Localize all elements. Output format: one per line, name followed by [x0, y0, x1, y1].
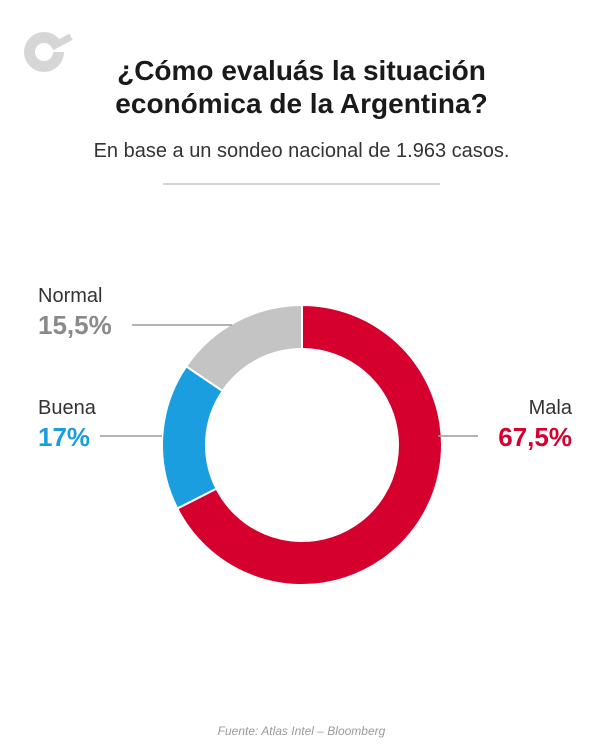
slice-mala	[175, 303, 443, 586]
divider	[163, 183, 440, 185]
label-value-normal: 15,5%	[38, 310, 112, 340]
slice-buena	[161, 364, 224, 510]
label-value-mala: 67,5%	[498, 422, 572, 452]
source-note: Fuente: Atlas Intel – Bloomberg	[217, 724, 386, 738]
slice-normal	[184, 303, 303, 393]
chart-title-line-2: económica de la Argentina?	[115, 88, 488, 119]
label-name-normal: Normal	[38, 285, 102, 307]
label-name-buena: Buena	[38, 397, 97, 419]
chart-title-line-1: ¿Cómo evaluás la situación	[117, 55, 486, 86]
brand-logo-icon	[24, 32, 76, 72]
donut-slices	[161, 303, 443, 586]
chart-subtitle: En base a un sondeo nacional de 1.963 ca…	[93, 140, 510, 162]
label-value-buena: 17%	[38, 422, 90, 452]
label-name-mala: Mala	[529, 397, 573, 419]
chart-title: ¿Cómo evaluás la situación económica de …	[0, 54, 603, 120]
